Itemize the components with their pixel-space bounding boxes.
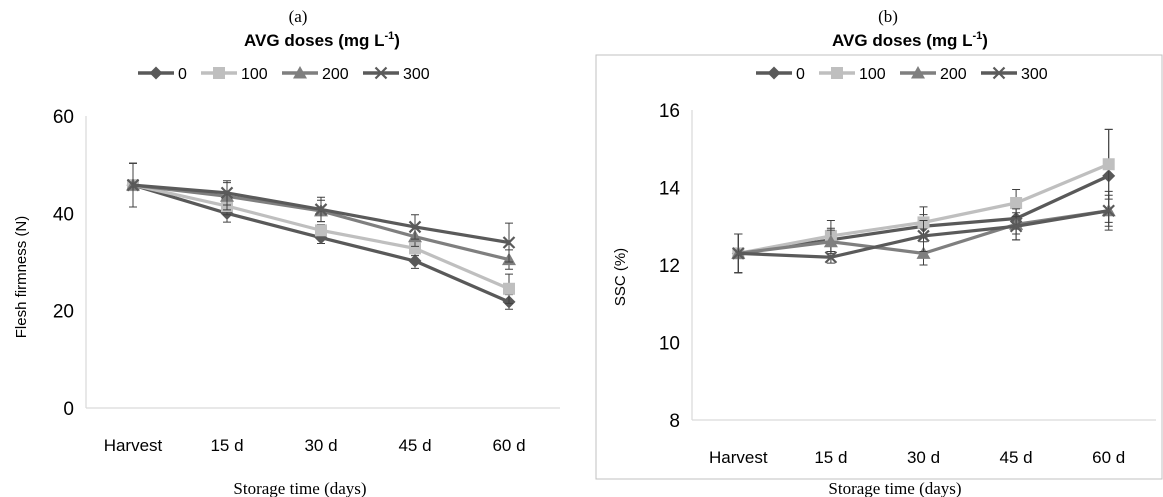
y-tick-label: 40 <box>53 204 74 225</box>
plot-area-a <box>126 162 516 310</box>
series-300 <box>732 194 1115 274</box>
data-point <box>314 203 328 216</box>
data-point <box>502 236 516 249</box>
legend-label: 200 <box>940 66 967 83</box>
data-point <box>409 242 421 255</box>
legend-label: 0 <box>796 66 805 83</box>
legend-item: 300 <box>363 66 430 83</box>
legend-marker <box>213 67 225 79</box>
data-point <box>916 246 931 259</box>
legend-b: 0 100 200 300 <box>756 66 1048 83</box>
legend-title-sup-a: -1 <box>384 30 394 42</box>
x-tick-label: 45 d <box>398 436 431 455</box>
legend-marker <box>293 66 307 79</box>
x-ticks-b: Harvest 15 d 30 d 45 d 60 d <box>709 448 1125 467</box>
legend-title-b: AVG doses (mg L-1) <box>832 30 988 50</box>
legend-item: 100 <box>201 66 268 83</box>
y-tick-label: 0 <box>63 399 74 420</box>
legend-item: 200 <box>900 66 967 83</box>
y-tick-label: 14 <box>659 179 681 200</box>
data-point <box>503 282 515 295</box>
y-tick-label: 20 <box>53 302 74 323</box>
legend-label: 200 <box>322 66 349 83</box>
data-point <box>823 234 838 248</box>
data-point <box>917 229 930 243</box>
data-point <box>1102 158 1115 171</box>
x-tick-label: Harvest <box>709 448 768 467</box>
legend-marker <box>374 66 388 80</box>
plot-area-b <box>731 128 1116 274</box>
legend-marker <box>911 66 925 79</box>
data-point <box>220 186 234 200</box>
y-tick-label: 10 <box>659 334 680 355</box>
legend-marker <box>992 66 1006 80</box>
data-point <box>1102 204 1115 218</box>
legend-title-a: AVG doses (mg L-1) <box>244 30 400 50</box>
legend-a: 0 100 200 300 <box>138 66 430 83</box>
y-ticks-a: 0 20 40 60 <box>53 107 74 420</box>
data-point <box>126 178 140 192</box>
chart-frame-b <box>595 54 1163 480</box>
legend-label: 300 <box>1021 66 1048 83</box>
x-ticks-a: Harvest 15 d 30 d 45 d 60 d <box>104 436 526 455</box>
x-tick-label: Harvest <box>104 436 163 455</box>
data-point <box>1009 219 1023 233</box>
legend-label: 300 <box>403 66 430 83</box>
x-tick-label: 60 d <box>1092 448 1125 467</box>
data-point <box>408 254 422 268</box>
legend-label: 100 <box>859 66 886 83</box>
x-tick-label: 15 d <box>814 448 847 467</box>
legend-item: 300 <box>981 66 1048 83</box>
panel-label-a: (a) <box>289 7 308 26</box>
chart-a: (a) AVG doses (mg L-1) 0 100 200 300 Flesh … <box>13 7 560 497</box>
legend-label: 100 <box>241 66 268 83</box>
y-axis-label-b: SSC (%) <box>612 248 629 306</box>
x-axis-label-a: Storage time (days) <box>233 479 366 497</box>
x-tick-label: 45 d <box>1000 448 1033 467</box>
x-tick-label: 60 d <box>492 436 525 455</box>
x-axis-label-b: Storage time (days) <box>828 479 961 497</box>
legend-label: 0 <box>178 66 187 83</box>
data-point <box>315 224 327 237</box>
legend-marker <box>767 66 781 80</box>
x-tick-label: 15 d <box>210 436 243 455</box>
legend-title-sup-b: -1 <box>972 30 982 42</box>
data-point <box>1010 197 1023 209</box>
x-tick-label: 30 d <box>907 448 940 467</box>
y-tick-label: 12 <box>659 256 680 277</box>
legend-item: 0 <box>138 66 187 83</box>
legend-item: 100 <box>819 66 886 83</box>
legend-item: 200 <box>282 66 349 83</box>
panel-label-b: (b) <box>878 7 898 26</box>
data-point <box>732 247 745 260</box>
chart-b: (b) AVG doses (mg L-1) 0 100 200 300 SSC (%… <box>595 7 1163 497</box>
data-point <box>408 220 422 234</box>
legend-marker <box>149 66 163 80</box>
y-ticks-b: 8 10 12 14 16 <box>659 101 681 432</box>
y-axis-label-a: Flesh firmness (N) <box>13 216 30 339</box>
y-tick-label: 8 <box>669 411 680 432</box>
x-tick-label: 30 d <box>304 436 337 455</box>
y-tick-label: 60 <box>53 107 74 128</box>
data-point <box>824 250 838 264</box>
series-300 <box>126 162 516 263</box>
y-tick-label: 16 <box>659 101 680 122</box>
legend-item: 0 <box>756 66 805 83</box>
legend-marker <box>831 67 843 79</box>
